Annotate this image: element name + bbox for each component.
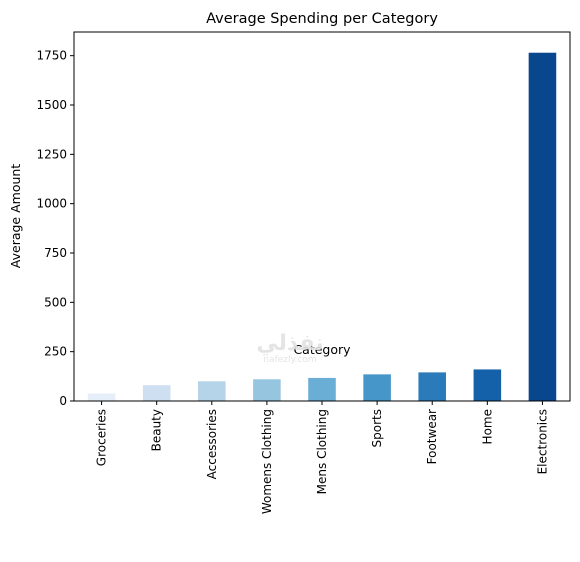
x-tick-label: Electronics xyxy=(535,409,549,474)
bar-mens-clothing xyxy=(308,377,336,401)
x-tick-label: Sports xyxy=(370,409,384,447)
y-tick-label: 750 xyxy=(44,246,67,260)
bar-groceries xyxy=(87,393,116,401)
x-ticks-group: Groceries Beauty Accessories Womens Clothin… xyxy=(95,401,549,514)
x-axis-label: Category xyxy=(293,342,351,357)
x-tick-label: Home xyxy=(480,409,494,444)
bar-footwear xyxy=(418,372,446,401)
y-tick-label: 1000 xyxy=(36,197,67,211)
y-ticks-group: 0 250 500 750 1000 1250 1500 1750 xyxy=(36,49,74,408)
x-tick-label: Mens Clothing xyxy=(315,409,329,494)
bar-beauty xyxy=(142,385,171,401)
bar-accessories xyxy=(198,381,226,401)
y-tick-label: 1750 xyxy=(36,49,67,63)
bar-womens-clothing xyxy=(253,379,281,401)
watermark-subtext: nafezly.com xyxy=(263,355,316,365)
bars-group xyxy=(87,52,557,401)
x-tick-label: Groceries xyxy=(95,409,109,466)
y-tick-label: 1250 xyxy=(36,147,67,161)
bar-sports xyxy=(363,374,391,401)
bar-home xyxy=(473,369,502,401)
y-tick-label: 1500 xyxy=(36,98,67,112)
bar-electronics xyxy=(528,52,557,401)
x-tick-label: Accessories xyxy=(205,409,219,479)
x-tick-label: Beauty xyxy=(150,409,164,451)
chart-title: Average Spending per Category xyxy=(206,11,438,27)
plot-frame xyxy=(73,31,571,402)
y-tick-label: 500 xyxy=(44,295,67,309)
watermark-logo: نفذلي nafezly.com xyxy=(256,331,323,365)
y-axis-label: Average Amount xyxy=(8,164,23,269)
watermark-text: نفذلي xyxy=(256,331,323,356)
y-tick-label: 0 xyxy=(59,394,67,408)
x-tick-label: Footwear xyxy=(425,409,439,464)
y-tick-label: 250 xyxy=(44,345,67,359)
x-tick-label: Womens Clothing xyxy=(260,409,274,514)
